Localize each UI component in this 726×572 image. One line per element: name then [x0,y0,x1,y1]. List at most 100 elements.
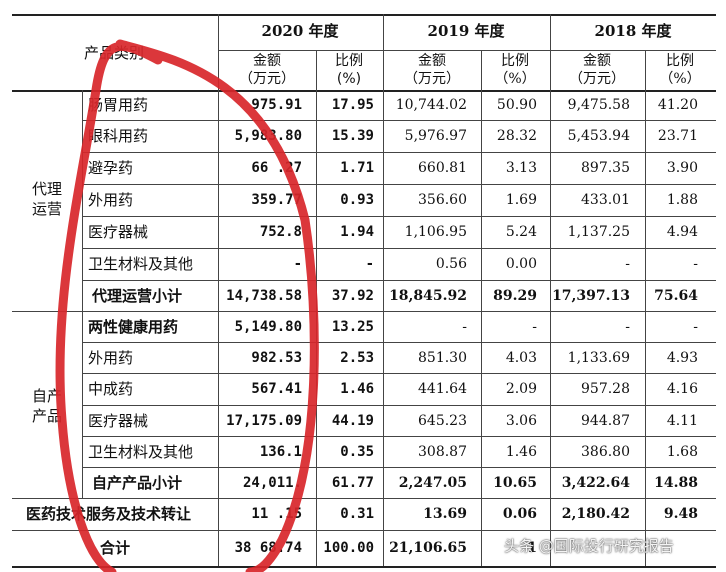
cell-r2019: 10.65 [493,474,537,491]
row-label: 眼科用药 [88,127,149,145]
cell-r2020: 44.19 [331,412,374,429]
ratio-header: 比例 [666,53,694,69]
group-label: 运营 [32,200,63,218]
cell-v2019: 2,247.05 [398,474,467,491]
cell-r2020: 0.35 [340,443,374,460]
year-header: 2020 年度 [261,22,339,40]
cell-r2018: 9.48 [663,506,698,522]
cell-v2018: 2,180.42 [561,506,630,522]
table-rule [218,50,716,51]
cell-v2020: 38 68.74 [234,540,302,556]
table-rule [12,311,716,312]
column-rule [383,14,384,566]
group-label: 产品 [32,407,63,425]
cell-r2018: 14.88 [654,474,698,491]
cell-r2019: 4.03 [505,349,537,366]
cell-r2019: 3.06 [505,412,537,429]
cell-r2020: 1.94 [340,224,374,240]
watermark-text: 头条 @国际投行研究报告 [504,537,674,555]
cell-v2020: - [293,256,302,272]
cell-r2020: 37.92 [331,287,374,304]
row-label: 两性健康用药 [88,317,179,336]
ratio-unit-header: (%) [336,71,362,87]
cell-r2019: 5.24 [505,224,537,240]
cell-r2019: 28.32 [496,128,537,144]
row-label: 肠胃用药 [88,96,149,114]
table-rule [12,14,716,16]
cell-v2018: - [625,256,630,272]
cell-v2020: 752.8 [259,224,302,240]
amount-unit-header: （万元） [404,71,460,87]
cell-v2019: 10,744.02 [395,97,467,113]
cell-v2018: 3,422.64 [561,474,630,491]
table-rule [82,184,716,185]
cell-v2020: 982.53 [251,349,302,366]
cell-r2019: 50.90 [496,97,537,113]
cell-r2020: 0.31 [340,506,374,522]
table-rule [82,120,716,121]
column-rule [645,50,646,566]
cell-r2018: 75.64 [654,287,698,304]
column-rule [550,14,551,566]
cell-v2018: 17,397.13 [552,287,630,304]
cell-r2019: - [532,318,537,335]
cell-r2018: 4.94 [666,224,698,240]
cell-v2020: 14,738.58 [226,287,302,304]
row-label: 避孕药 [88,159,134,177]
cell-v2020: 975.91 [251,97,302,113]
table-rule [82,467,716,468]
amount-unit-header: （万元） [239,71,295,87]
cell-v2020: 5,983.80 [234,128,302,144]
cell-r2018: 1.88 [666,192,698,208]
row-label: 外用药 [88,348,134,367]
group-label: 代理 [32,180,63,198]
amount-header: 金额 [583,53,611,69]
table-rule [12,530,716,531]
cell-v2018: 386.80 [581,443,630,460]
year-header: 2019 年度 [427,22,505,40]
cell-v2018: 5,453.94 [567,128,630,144]
row-label: 外用药 [88,191,134,209]
cell-v2020: 17,175.09 [226,412,302,429]
year-header: 2018 年度 [594,22,672,40]
table-rule [12,498,716,499]
cell-v2019: 441.64 [418,381,467,397]
row-label: 自产产品小计 [92,473,183,492]
cell-r2020: 61.77 [331,474,374,491]
cell-v2018: 433.01 [581,192,630,208]
cell-r2019: 89.29 [493,287,537,304]
table-rule [12,566,716,568]
amount-header: 金额 [253,53,281,69]
table-rule [82,280,716,281]
cell-r2019: 3.13 [505,160,537,176]
cell-r2018: - [693,256,698,272]
row-label: 卫生材料及其他 [88,442,194,461]
cell-r2020: 100.00 [323,540,374,556]
row-label: 医药技术服务及技术转让 [26,505,192,523]
cell-v2018: 897.35 [581,160,630,176]
row-label: 合计 [100,539,131,557]
row-label: 医疗器械 [88,411,149,430]
cell-r2018: 3.90 [666,160,698,176]
cell-r2018: 1.68 [666,443,698,460]
ratio-header: 比例 [501,53,529,69]
table-rule [82,405,716,406]
cell-r2018: 4.11 [666,412,698,429]
cell-v2018: 1,133.69 [567,349,630,366]
cell-r2019: 1 [527,540,537,556]
cell-v2019: 308.87 [418,443,467,460]
cell-r2018: 4.16 [666,381,698,397]
table-rule [82,436,716,437]
column-rule [82,90,83,498]
category-header: 产品类别 [84,44,145,62]
cell-v2020: 567.41 [251,381,302,397]
cell-v2020: 5,149.80 [234,318,302,335]
ratio-unit-header: （%） [659,71,701,87]
cell-r2019: 0.06 [502,506,537,522]
cell-v2019: 1,106.95 [404,224,467,240]
cell-v2019: 21,106.65 [389,540,467,556]
amount-header: 金额 [418,53,446,69]
table-rule [82,152,716,153]
cell-r2018: 4.93 [666,349,698,366]
